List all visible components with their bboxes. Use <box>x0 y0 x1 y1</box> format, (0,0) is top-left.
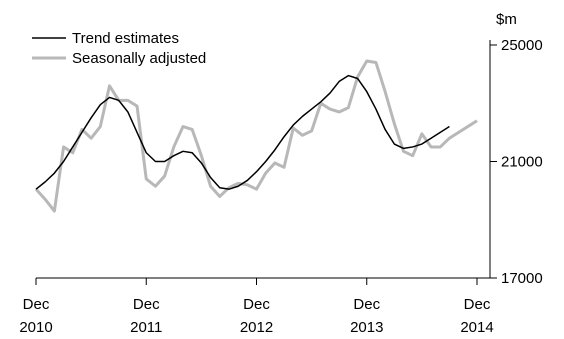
x-tick-label-year: 2011 <box>130 319 162 336</box>
series-layer <box>34 59 478 213</box>
x-tick-label-month: Dec <box>243 296 270 313</box>
legend-label-trend: Trend estimates <box>72 30 179 47</box>
x-tick-label-year: 2013 <box>350 319 383 336</box>
series-line-trend-estimates <box>35 74 450 190</box>
y-ticks: 25000 21000 17000 <box>490 37 543 287</box>
x-tick-label-month: Dec <box>133 296 160 313</box>
legend: Trend estimates Seasonally adjusted <box>32 30 206 67</box>
x-tick-label-month: Dec <box>353 296 380 313</box>
y-tick-label: 25000 <box>501 37 543 54</box>
x-tick-label-month: Dec <box>464 296 491 313</box>
legend-label-seasonal: Seasonally adjusted <box>72 50 206 67</box>
y-unit-label: $m <box>496 11 517 28</box>
x-tick-label-year: 2014 <box>460 319 493 336</box>
series-line-seasonally-adjusted <box>34 59 478 213</box>
x-tick-label-year: 2012 <box>240 319 273 336</box>
x-ticks: Dec 2010 Dec 2011 Dec 2012 Dec 2013 Dec 2014 <box>19 278 494 336</box>
y-tick-label: 21000 <box>501 154 543 171</box>
x-tick-label-month: Dec <box>23 296 50 313</box>
x-tick-label-year: 2010 <box>19 319 52 336</box>
y-tick-label: 17000 <box>501 270 543 287</box>
